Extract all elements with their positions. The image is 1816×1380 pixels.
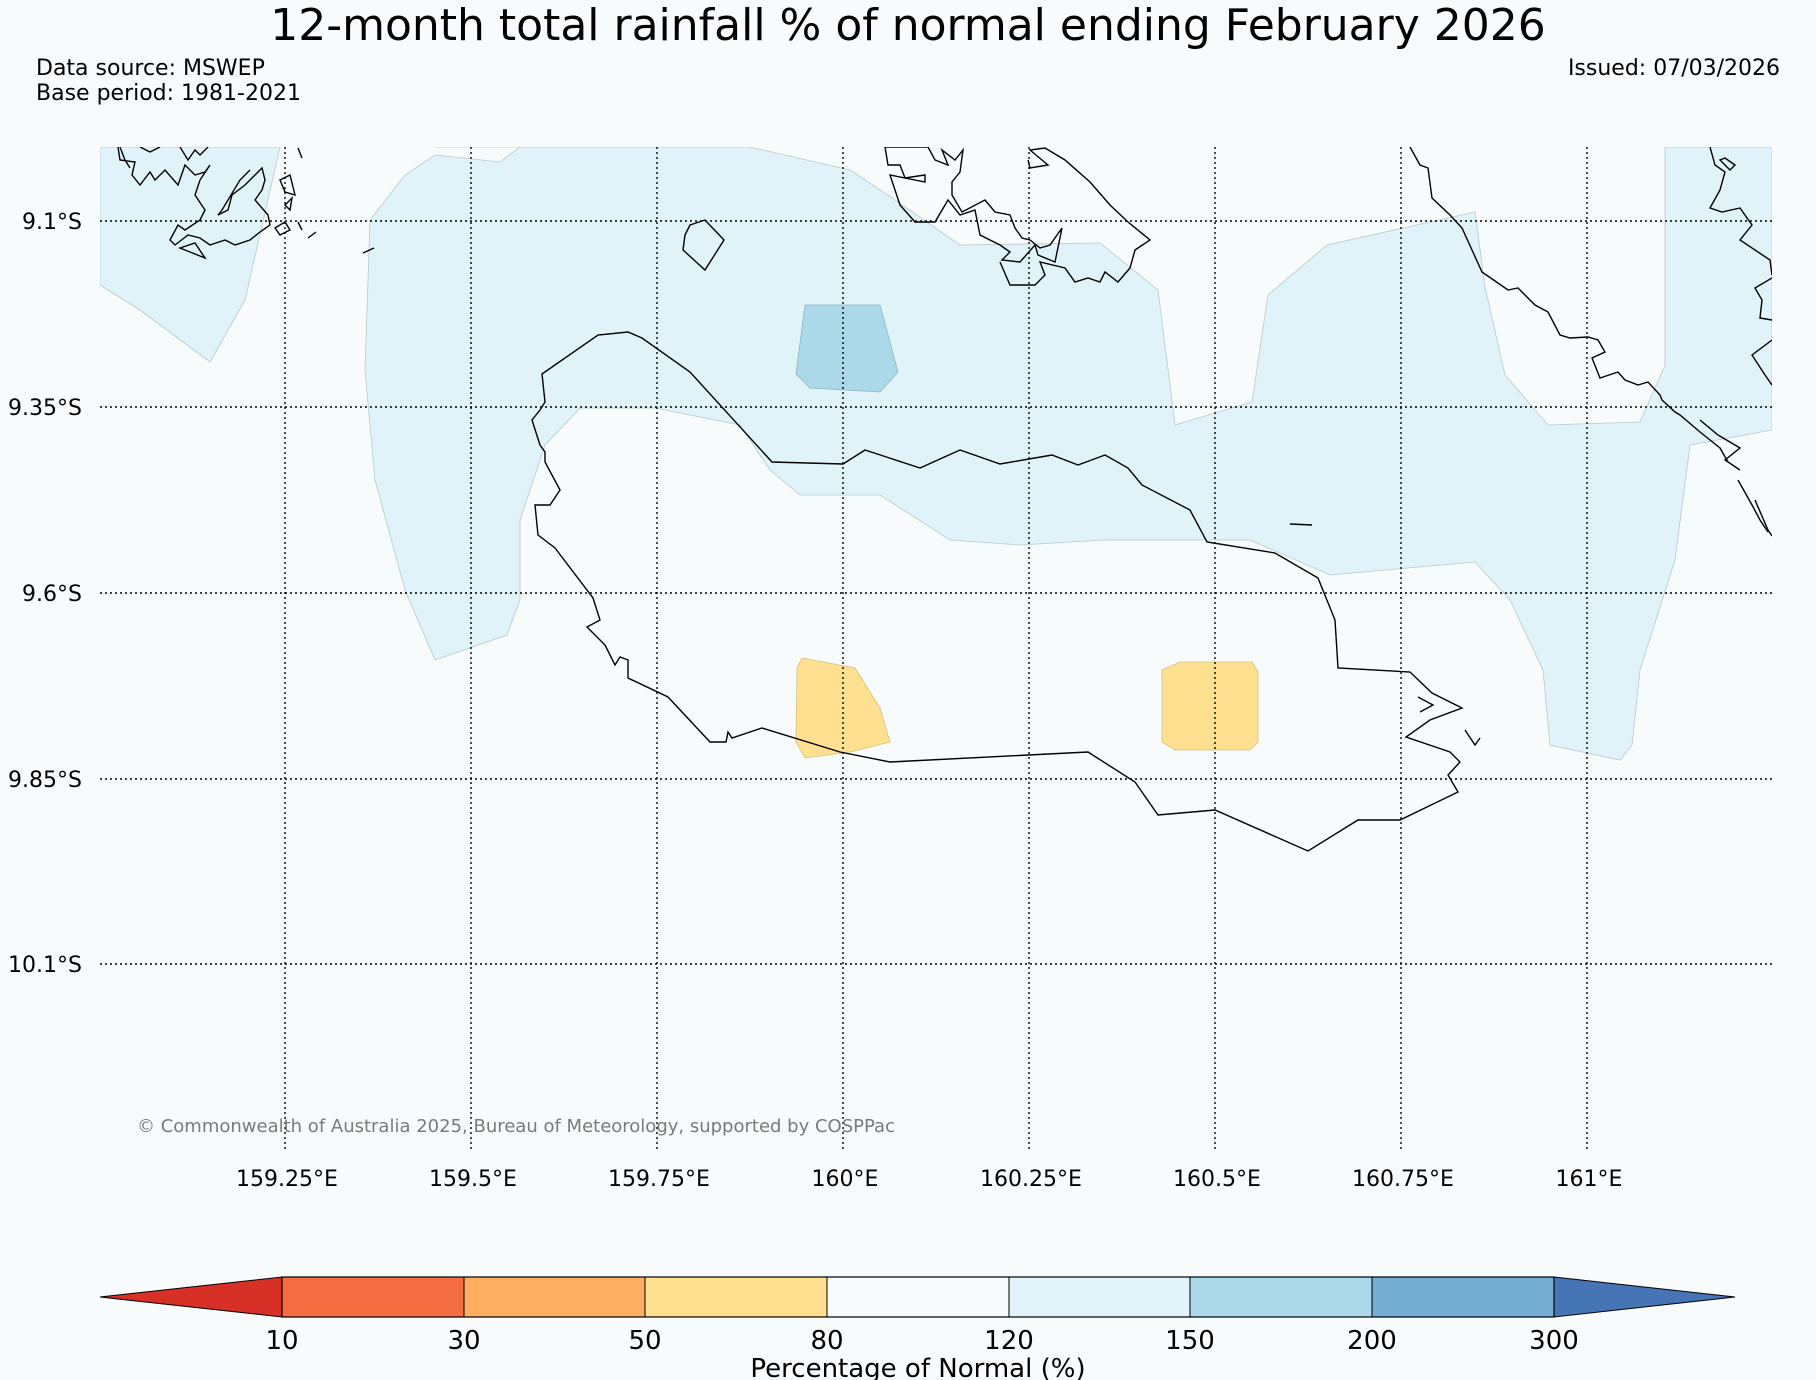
colorbar-tick-300: 300 [1529,1326,1579,1356]
lon-label-159-75: 159.75°E [608,1167,710,1192]
lat-label-9-6: 9.6°S [22,582,82,607]
map-area: 9.1°S 9.35°S 9.6°S 9.85°S 10.1°S 159.25°… [8,147,1772,1192]
shade-150-200-patch [795,304,899,393]
coastline-islet-f [297,147,303,159]
colorbar-tick-10: 10 [265,1326,298,1356]
coastline-santa-isabel-c [139,147,161,153]
coastline-malaita-islet-a [1718,157,1737,171]
coastline-santa-isabel [117,147,271,246]
data-source-label: Data source: MSWEP [36,56,265,81]
coastline-islet-j [1289,523,1313,526]
coastline-santa-isabel-b [119,147,131,169]
coastline-islet-c [279,173,296,197]
colorbar-segment-80-120 [827,1277,1009,1317]
coastline-islet-g [307,231,317,239]
coastline-islet-west [682,219,725,272]
lon-label-159-5: 159.5°E [429,1167,517,1192]
lon-label-160-5: 160.5°E [1173,1167,1261,1192]
colorbar-frame [281,1276,1555,1318]
coastline-malaita-tip [1754,499,1772,537]
colorbar-tick-150: 150 [1165,1326,1215,1356]
map-metadata-left: Data source: MSWEP Base period: 1981-202… [36,56,301,106]
shade-50-80-patch-east [1161,661,1259,751]
lon-label-160-25: 160.25°E [980,1167,1082,1192]
base-period-label: Base period: 1981-2021 [36,81,301,106]
colorbar-segment-120-150 [1009,1277,1190,1317]
coastline-malaita-south [1699,419,1742,471]
coastline-islet-i [362,247,375,254]
lat-label-10-1: 10.1°S [8,953,82,978]
coastline-marau-islets-b [1464,729,1481,747]
coastline-malaita [1409,147,1729,463]
lon-label-161: 161°E [1556,1167,1623,1192]
coastlines [117,147,1772,852]
shade-120-150-central-band [364,147,1772,761]
colorbar-tick-50: 50 [628,1326,661,1356]
colorbar-label: Percentage of Normal (%) [750,1354,1085,1380]
coastline-marau-islets [1417,696,1435,713]
lat-label-9-35: 9.35°S [8,396,82,421]
coastline-guadalcanal [531,331,1464,852]
coastline-florida-islands-south [999,147,1152,286]
colorbar: 10 30 50 80 120 150 200 300 Percentage o… [99,1276,1736,1380]
colorbar-segment-30-50 [464,1277,645,1317]
colorbar-extend-high [1553,1276,1736,1318]
coastline-islet-d [284,195,294,212]
coastline-islet-e [273,221,292,236]
colorbar-segment-150-200 [1190,1277,1372,1317]
coastline-malaita-north [1708,147,1772,276]
colorbar-ticks: 10 30 50 80 120 150 200 300 [265,1326,1578,1356]
colorbar-tick-120: 120 [984,1326,1034,1356]
coastline-malaita-east-a [1754,277,1772,321]
coastline-malaita-east-b [1751,339,1772,386]
longitude-labels: 159.25°E 159.5°E 159.75°E 160°E 160.25°E… [236,1167,1622,1192]
colorbar-segment-50-80 [645,1277,827,1317]
coastline-malaita-south-spur [1737,479,1769,533]
colorbar-segment-200-300 [1372,1277,1554,1317]
lon-label-159-25: 159.25°E [236,1167,338,1192]
issued-date-label: Issued: 07/03/2026 [1567,56,1780,81]
lat-label-9-1: 9.1°S [22,210,82,235]
coastline-islet-h [297,221,303,231]
copyright-notice: © Commonwealth of Australia 2025, Bureau… [137,1116,895,1137]
colorbar-extend-low [99,1276,283,1318]
colorbar-segment-10-30 [282,1277,464,1317]
lat-label-9-85: 9.85°S [8,768,82,793]
colorbar-tick-30: 30 [447,1326,480,1356]
coastline-islet-b [177,242,207,260]
coastline-florida-islands [884,147,1063,263]
coastline-santa-isabel-d [179,147,209,162]
lon-label-160: 160°E [812,1167,879,1192]
lon-label-160-75: 160.75°E [1352,1167,1454,1192]
colorbar-tick-200: 200 [1347,1326,1397,1356]
shade-120-150-northwest [100,147,281,363]
colorbar-tick-80: 80 [810,1326,843,1356]
map-title: 12-month total rainfall % of normal endi… [270,0,1546,51]
latitude-labels: 9.1°S 9.35°S 9.6°S 9.85°S 10.1°S [8,210,82,978]
